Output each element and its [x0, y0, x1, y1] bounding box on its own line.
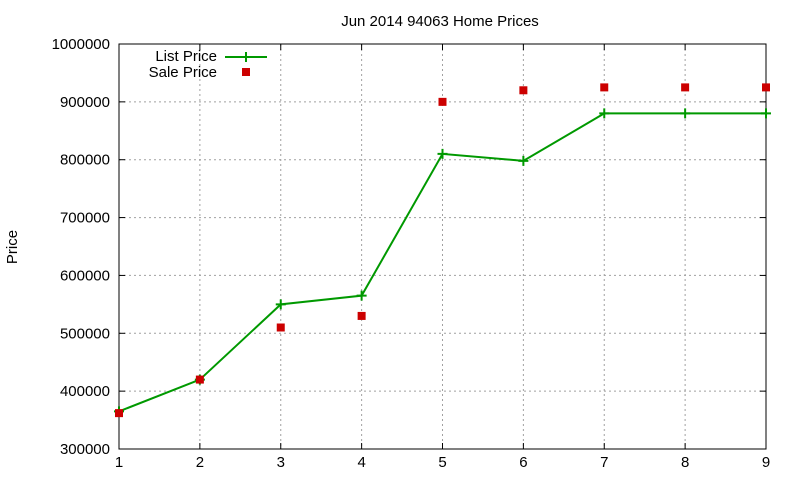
sale-price-point	[276, 323, 285, 332]
legend-label-list-price: List Price	[155, 48, 217, 65]
sale-price-point	[115, 409, 123, 418]
y-tick-label: 500000	[60, 325, 110, 342]
x-tick-label: 6	[519, 454, 527, 471]
sale-price-point	[519, 86, 528, 95]
y-tick-label: 400000	[60, 383, 110, 400]
x-tick-label: 4	[357, 454, 365, 471]
list-price-point	[680, 108, 691, 119]
legend-label-sale-price: Sale Price	[149, 64, 217, 81]
x-tick-label: 9	[762, 454, 770, 471]
list-price-point	[761, 108, 771, 119]
y-tick-label: 300000	[60, 441, 110, 458]
sale-price-point	[762, 83, 770, 92]
y-tick-label: 600000	[60, 267, 110, 284]
axis-ticks: 1 2 3 4 5 6 7 8 9 300000 400000 500000 600000 700000 8…	[52, 36, 771, 471]
sale-price-point	[195, 375, 204, 384]
series	[114, 83, 771, 418]
list-price-point	[275, 299, 286, 310]
sale-price-point	[438, 97, 447, 106]
y-tick-label: 800000	[60, 152, 110, 169]
x-tick-label: 7	[600, 454, 608, 471]
sale-price-point	[600, 83, 609, 92]
x-tick-label: 3	[277, 454, 285, 471]
list-price-point	[599, 108, 610, 119]
x-tick-label: 2	[196, 454, 204, 471]
legend-marker-sale-price	[242, 68, 250, 76]
y-tick-label: 1000000	[52, 36, 110, 53]
y-axis-label: Price	[4, 230, 21, 264]
plot-frame	[118, 43, 767, 450]
sale-price-point	[357, 311, 366, 320]
y-tick-label: 700000	[60, 210, 110, 227]
x-tick-label: 5	[438, 454, 446, 471]
list-price-point	[518, 155, 529, 166]
list-price-point	[437, 148, 448, 159]
sale-price-point	[681, 83, 690, 92]
x-tick-label: 1	[115, 454, 123, 471]
x-tick-label: 8	[681, 454, 689, 471]
chart-title: Jun 2014 94063 Home Prices	[341, 13, 539, 30]
legend-marker-list-price	[241, 52, 251, 62]
list-price-point	[356, 290, 367, 301]
legend: List Price Sale Price	[149, 48, 267, 81]
y-tick-label: 900000	[60, 94, 110, 111]
